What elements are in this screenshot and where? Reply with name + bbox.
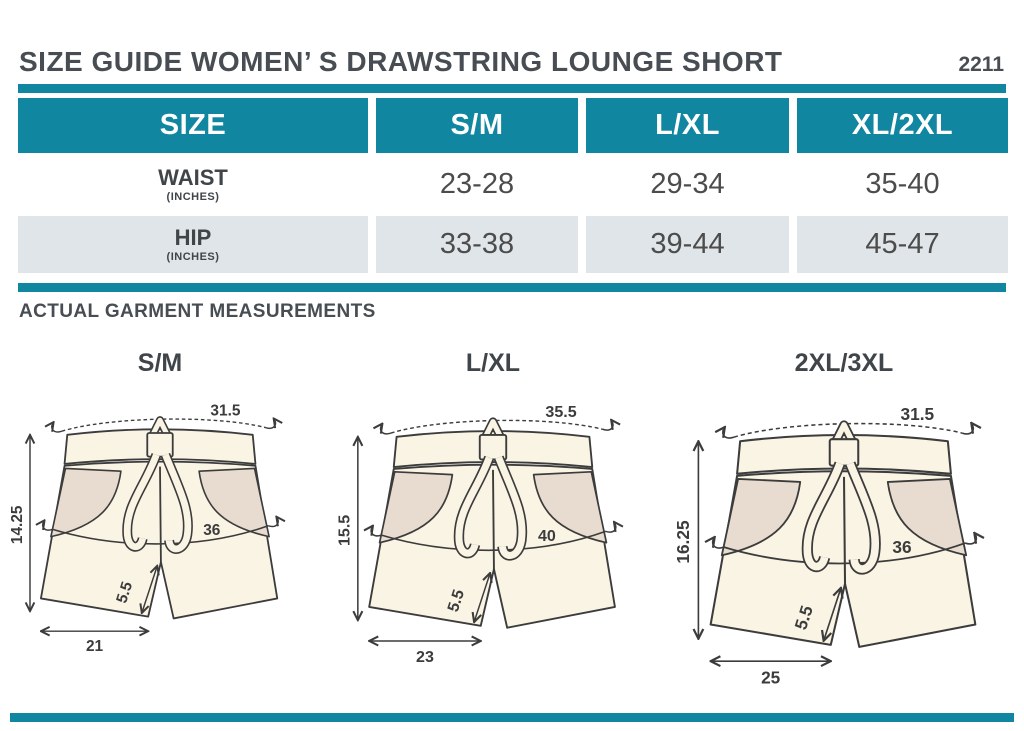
shorts-diagram-svg: 16.25 31.5 36 5.5 25 bbox=[673, 404, 1012, 688]
hem-measurement-label: 21 bbox=[86, 638, 104, 655]
diagram-sm: S/M bbox=[9, 349, 310, 703]
center-seam-line bbox=[842, 476, 847, 584]
diagram-title-2xl3xl: 2XL/3XL bbox=[794, 349, 894, 377]
waist-label: WAIST bbox=[158, 164, 228, 190]
diagram-2xl3xl: 2XL/3XL bbox=[673, 349, 1012, 703]
column-header-size: SIZE bbox=[18, 98, 368, 153]
hip-measurement-label: 36 bbox=[892, 537, 911, 557]
column-header-sm: S/M bbox=[376, 98, 578, 153]
hip-value-xl2xl: 45-47 bbox=[797, 216, 1008, 273]
drawstring-left-fill bbox=[123, 453, 160, 550]
divider-bar-middle bbox=[18, 283, 1006, 292]
column-header-lxl: L/XL bbox=[586, 98, 789, 153]
hip-measure-hook-right bbox=[964, 533, 976, 545]
diagram-drawing-lxl: 15.5 35.5 40 5.5 23 bbox=[335, 382, 649, 680]
divider-bar-top bbox=[18, 84, 1006, 93]
waist-value-lxl: 29-34 bbox=[586, 156, 789, 213]
hip-measure-hook-left bbox=[713, 537, 725, 549]
diagram-drawing-sm: 14.25 31.5 36 5.5 21 bbox=[9, 382, 310, 669]
drawstring-buckle bbox=[146, 432, 174, 458]
left-pocket-shape bbox=[720, 477, 802, 557]
hip-unit: (INCHES) bbox=[166, 250, 220, 263]
hip-measure-hook-left bbox=[43, 520, 53, 531]
diagram-drawing-2xl3xl: 16.25 31.5 36 5.5 25 bbox=[673, 382, 1012, 703]
divider-bar-bottom bbox=[10, 713, 1014, 722]
right-pocket-shape bbox=[886, 477, 968, 557]
shorts-diagram-svg: 15.5 35.5 40 5.5 23 bbox=[335, 403, 649, 666]
garment-diagrams: S/M bbox=[0, 349, 1024, 703]
drawstring-right-fill bbox=[162, 453, 192, 553]
drawstring-top-loop-fill bbox=[833, 422, 855, 443]
inseam-arrow bbox=[142, 566, 157, 613]
hip-value-lxl: 39-44 bbox=[586, 216, 789, 273]
drawstring-buckle bbox=[478, 433, 508, 461]
drawstring-right-fill bbox=[846, 462, 880, 573]
drawstring-top-loop-fill bbox=[483, 419, 503, 438]
center-seam-line bbox=[159, 466, 162, 563]
hem-measurement-label: 23 bbox=[416, 648, 434, 666]
inseam-arrow bbox=[824, 588, 841, 641]
center-seam-line bbox=[492, 469, 495, 570]
waist-value-xl2xl: 35-40 bbox=[797, 156, 1008, 213]
hip-measurement-label: 36 bbox=[203, 522, 221, 539]
drawstring-buckle bbox=[828, 438, 860, 467]
header: SIZE GUIDE WOMEN’ S DRAWSTRING LOUNGE SH… bbox=[0, 0, 1024, 78]
waist-measure-hook-right bbox=[961, 423, 973, 435]
right-pocket-shape bbox=[198, 467, 270, 538]
size-table: SIZE S/M L/XL XL/2XL WAIST (INCHES) 23-2… bbox=[18, 98, 1008, 273]
diagram-lxl: L/XL bbox=[335, 349, 649, 703]
left-pocket-shape bbox=[378, 470, 454, 544]
waist-measure-hook-left bbox=[723, 427, 735, 439]
waist-measure-hook-left bbox=[381, 424, 392, 435]
inseam-measurement-label: 5.5 bbox=[113, 579, 136, 605]
hip-measure-hook-left bbox=[371, 526, 382, 537]
waist-measure-hook-left bbox=[52, 422, 63, 433]
length-measurement-label: 14.25 bbox=[10, 505, 26, 544]
hip-label: HIP bbox=[174, 224, 212, 250]
drawstring-left-fill bbox=[455, 456, 493, 557]
drawstring-top-loop-fill bbox=[150, 417, 170, 436]
waist-measure-dashed-line bbox=[61, 418, 266, 432]
hip-value-sm: 33-38 bbox=[376, 216, 578, 273]
style-code: 2211 bbox=[958, 53, 1004, 76]
waist-unit: (INCHES) bbox=[166, 190, 220, 203]
column-header-xl2xl: XL/2XL bbox=[797, 98, 1008, 153]
drawstring-right-fill bbox=[495, 456, 526, 559]
waist-measure-hook-right bbox=[265, 418, 275, 429]
diagram-title-lxl: L/XL bbox=[465, 349, 521, 377]
length-measurement-label: 15.5 bbox=[337, 515, 353, 546]
waist-measure-dashed-line bbox=[390, 419, 603, 434]
row-label-waist: WAIST (INCHES) bbox=[18, 156, 368, 213]
hip-measure-hook-right bbox=[605, 522, 615, 533]
drawstring-left-fill bbox=[803, 462, 844, 571]
inseam-arrow bbox=[474, 573, 490, 622]
hip-measurement-label: 40 bbox=[538, 527, 556, 545]
hip-measure-hook-right bbox=[267, 517, 278, 528]
left-pocket-shape bbox=[50, 467, 122, 538]
waist-value-sm: 23-28 bbox=[376, 156, 578, 213]
waist-measurement-label: 31.5 bbox=[210, 403, 240, 420]
right-pocket-shape bbox=[532, 470, 608, 544]
waist-measure-hook-right bbox=[602, 420, 613, 431]
waist-measurement-label: 31.5 bbox=[900, 404, 934, 424]
row-label-hip: HIP (INCHES) bbox=[18, 216, 368, 273]
hem-measurement-label: 25 bbox=[761, 668, 781, 688]
length-measurement-label: 16.25 bbox=[676, 520, 693, 564]
page-title: SIZE GUIDE WOMEN’ S DRAWSTRING LOUNGE SH… bbox=[19, 46, 783, 77]
waist-measurement-label: 35.5 bbox=[545, 403, 576, 421]
section-title: ACTUAL GARMENT MEASUREMENTS bbox=[19, 301, 376, 322]
waist-measure-dashed-line bbox=[733, 422, 963, 438]
shorts-diagram-svg: 14.25 31.5 36 5.5 21 bbox=[9, 403, 310, 655]
diagram-title-sm: S/M bbox=[137, 349, 183, 377]
